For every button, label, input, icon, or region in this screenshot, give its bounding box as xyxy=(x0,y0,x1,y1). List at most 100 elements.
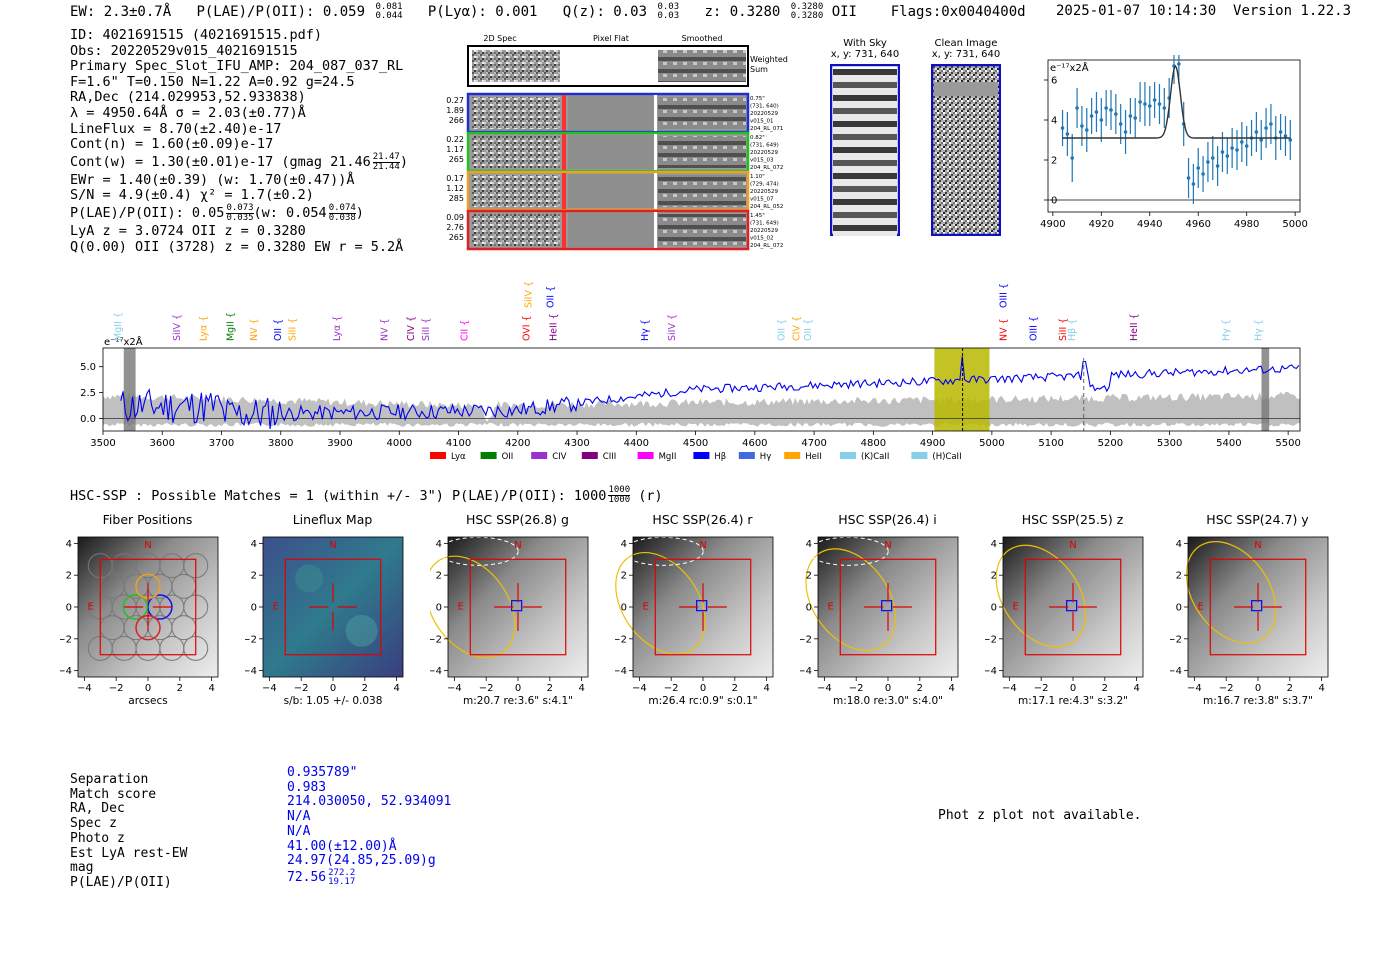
header-flags: Flags:0x0040400d xyxy=(890,4,1026,20)
hsc-ytick-label: 2 xyxy=(991,571,997,582)
spec-line-label: SiII { xyxy=(1058,318,1069,341)
hsc-title-hi: 1000 xyxy=(608,485,631,496)
hsc-ytick-label: −2 xyxy=(1170,634,1182,645)
info-q: Q(0.00) OII (3728) z = 0.3280 EW r = 5.2… xyxy=(70,238,404,255)
hsc-ytick-label: 2 xyxy=(251,571,257,582)
zoom-point xyxy=(1133,116,1138,120)
hsc-aperture-box xyxy=(654,558,752,656)
hsc-panel-title: Fiber Positions xyxy=(102,512,193,527)
zoom-point xyxy=(1210,156,1215,160)
hsc-ytick-label: 2 xyxy=(1176,571,1182,582)
hsc-ytick-label: 4 xyxy=(806,539,812,550)
cutout-row-stat: 0.17 xyxy=(446,174,464,183)
hsc-aperture-box xyxy=(1209,558,1307,656)
info-plae-lo: 0.035 xyxy=(226,213,254,224)
zoom-point xyxy=(1201,172,1205,176)
hsc-xtick-label: 2 xyxy=(547,683,553,694)
zoom-xtick-label: 4960 xyxy=(1186,219,1211,230)
zoom-point xyxy=(1215,164,1220,168)
hsc-xtick-label: 2 xyxy=(1287,683,1293,694)
hsc-ytick-label: −2 xyxy=(615,634,627,645)
zoom-point xyxy=(1075,106,1079,110)
hsc-ytick-label: −2 xyxy=(985,634,997,645)
fiber-highlight xyxy=(122,594,149,620)
match-label: Separation xyxy=(70,772,149,787)
zoom-point xyxy=(1288,138,1293,142)
hsc-ytick-label: −2 xyxy=(800,634,812,645)
match-label: Photo z xyxy=(70,830,125,846)
spec-line-label: SiII { xyxy=(288,318,299,341)
spec-line-label: CII { xyxy=(459,320,470,341)
spec-legend-swatch xyxy=(531,452,548,459)
hsc-ytick-label: −2 xyxy=(60,634,72,645)
hsc-panel: HSC SSP(24.7) y N E −4 4 −2 2 0 0 2 −2 4 −4 m:16.7 re… xyxy=(1170,512,1345,707)
sky-title: With Sky x, y: 731, 640 xyxy=(830,38,900,60)
spec-ytick-label: 5.0 xyxy=(80,362,96,373)
info-plae-w: (w: 0.054 xyxy=(253,205,327,222)
header-plya: P(Lyα): 0.001 xyxy=(427,4,538,20)
hsc-ytick-label: 0 xyxy=(436,603,442,614)
spec-legend-label: Hβ xyxy=(714,452,726,462)
compass-north: N xyxy=(1069,540,1076,551)
match-value: 72.56 272.2 19.17 xyxy=(287,867,356,887)
info-contw-lo: 21.44 xyxy=(372,162,400,173)
compass-east: E xyxy=(88,601,94,612)
hsc-xtick-label: −2 xyxy=(1219,683,1234,694)
cutout-row-meta: (731, 640) xyxy=(750,104,779,110)
spec-xtick-label: 4200 xyxy=(505,438,530,449)
zoom-point xyxy=(1177,62,1181,66)
hsc-xtick-label: 4 xyxy=(1133,683,1139,694)
spec-xtick-label: 4400 xyxy=(624,438,649,449)
hsc-xtick-label: 2 xyxy=(917,683,923,694)
hsc-aperture-box xyxy=(1024,558,1122,656)
match-label: Est LyA rest-EW xyxy=(70,845,188,861)
hsc-xtick-label: −2 xyxy=(664,683,679,694)
spec-legend-swatch xyxy=(637,452,654,459)
hsc-ytick-label: 4 xyxy=(621,539,627,550)
spec-legend-label: CIII xyxy=(603,452,616,462)
hsc-ytick-label: 2 xyxy=(806,571,812,582)
zoom-point xyxy=(1070,156,1075,160)
spec-line-label: HeII { xyxy=(548,313,559,341)
zoom-point xyxy=(1264,126,1268,130)
match-value: 214.030050, 52.934091 xyxy=(287,794,452,810)
hsc-panel-title: HSC SSP(26.4) i xyxy=(838,512,937,527)
spec-xtick-label: 5400 xyxy=(1216,438,1241,449)
spec-line-label: Hγ { xyxy=(640,319,651,341)
match-value: 24.97(24.85,25.09)g xyxy=(287,853,436,869)
spec-line-label: Hβ { xyxy=(1067,319,1078,341)
spec-xtick-label: 3700 xyxy=(209,438,234,449)
cutout-row-meta: 1.10" xyxy=(750,174,765,180)
match-labels: Separation Match score RA, Dec Spec z Photo … xyxy=(70,772,188,891)
zoom-plot-frame xyxy=(1047,59,1301,213)
spec-line-label: MgII { xyxy=(225,312,236,341)
header-qz: Q(z): 0.03 xyxy=(562,4,648,20)
hsc-caption: m:20.7 re:3.6" s:4.1" xyxy=(463,695,573,707)
hsc-panel-title: HSC SSP(26.4) r xyxy=(652,512,753,527)
zoom-point xyxy=(1206,160,1210,164)
info-plae-hi: 0.073 xyxy=(226,203,254,215)
spec-line-label: OIII { xyxy=(999,283,1010,308)
info-plae: P(LAE)/P(OII): 0.05 xyxy=(70,205,225,222)
hsc-title-lo: 1000 xyxy=(608,495,631,505)
hsc-panel: HSC SSP(26.4) i N E −4 4 −2 2 0 0 2 −2 4 −4 m:18.0 re… xyxy=(800,512,975,707)
cutout-row-stat: 2.76 xyxy=(446,223,464,232)
hsc-ytick-label: 0 xyxy=(806,603,812,614)
zoom-point xyxy=(1269,122,1273,126)
spec-line-label: OVI { xyxy=(522,315,533,341)
spec-line-label: Hγ { xyxy=(1221,319,1232,341)
info-primary: Primary Spec_Slot_IFU_AMP: 204_087_037_R… xyxy=(70,58,404,75)
hsc-xtick-label: −2 xyxy=(1034,683,1049,694)
zoom-ylabel: e⁻¹⁷x2Å xyxy=(1050,61,1089,74)
spec-line-label: Hγ { xyxy=(1254,319,1265,341)
spec-xtick-label: 3600 xyxy=(150,438,175,449)
hsc-panel-title: HSC SSP(25.5) z xyxy=(1021,512,1124,527)
cutout-row-meta: 204_RL_072 xyxy=(750,243,783,249)
zoom-fit-curve xyxy=(1062,64,1291,139)
compass-north: N xyxy=(699,540,706,551)
hsc-ytick-label: −4 xyxy=(1170,666,1182,677)
info-plae-w-hi: 0.074 xyxy=(328,203,356,215)
zoom-point xyxy=(1162,106,1167,110)
